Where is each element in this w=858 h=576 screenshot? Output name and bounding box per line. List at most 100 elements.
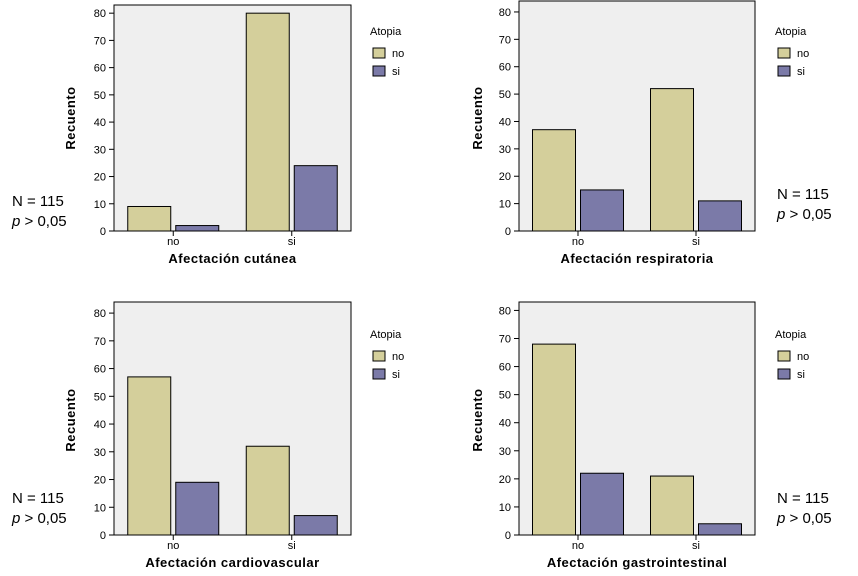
bar-si-no: [650, 475, 694, 536]
bar-si-si: [293, 165, 338, 232]
p-symbol: p: [776, 510, 785, 527]
legend-label-no: no: [797, 48, 809, 60]
y-tick-label: 80: [94, 308, 106, 320]
y-tick-label: 30: [499, 446, 511, 458]
y-tick-label: 10: [499, 199, 511, 211]
p-symbol: p: [776, 206, 785, 223]
p-value: p > 0,05: [776, 206, 832, 223]
y-tick-label: 60: [499, 62, 511, 74]
y-tick-label: 20: [499, 474, 511, 486]
y-tick-label: 30: [94, 447, 106, 459]
y-tick-label: 0: [505, 530, 511, 542]
x-tick-label: si: [288, 540, 296, 552]
y-tick-label: 70: [499, 34, 511, 46]
x-axis-title: Afectación gastrointestinal: [547, 555, 727, 570]
legend-swatch-si: [777, 65, 791, 77]
bar-no-no: [532, 129, 576, 232]
y-tick-label: 50: [94, 90, 106, 102]
y-tick-label: 0: [100, 226, 106, 238]
y-tick-label: 10: [94, 199, 106, 211]
stat-annotation: N = 115 p > 0,05: [11, 490, 67, 527]
n-count: N = 115: [12, 193, 64, 210]
y-tick-label: 70: [94, 336, 106, 348]
y-tick-label: 30: [499, 144, 511, 156]
y-axis-title: Recuento: [470, 86, 485, 149]
y-tick-label: 50: [94, 391, 106, 403]
p-value: p > 0,05: [11, 510, 67, 527]
y-tick-label: 70: [499, 333, 511, 345]
bar-si-si: [293, 515, 338, 536]
y-tick-label: 20: [499, 171, 511, 183]
n-count: N = 115: [777, 186, 829, 203]
legend-swatch-no: [777, 350, 791, 362]
x-tick-label: no: [167, 540, 179, 552]
chart-panel-1: 0 10 20 30 40 50 60 70 80 no si Afectación cutánea R…: [11, 4, 404, 266]
p-threshold: > 0,05: [785, 206, 831, 223]
stat-annotation: N = 115 p > 0,05: [11, 193, 67, 230]
p-value: p > 0,05: [11, 213, 67, 230]
x-tick-label: no: [572, 236, 584, 248]
legend-label-si: si: [392, 66, 400, 78]
y-tick-label: 0: [100, 530, 106, 542]
bar-no-si: [175, 225, 220, 232]
p-threshold: > 0,05: [785, 510, 831, 527]
p-threshold: > 0,05: [20, 510, 66, 527]
x-tick-label: no: [167, 236, 179, 248]
legend: Atopia no si: [370, 329, 404, 381]
legend: Atopia no si: [775, 26, 809, 78]
y-tick-label: 10: [499, 502, 511, 514]
y-tick-label: 40: [499, 418, 511, 430]
y-tick-label: 60: [94, 364, 106, 376]
bar-si-si: [698, 523, 742, 536]
y-tick-label: 20: [94, 475, 106, 487]
y-tick-label: 80: [94, 8, 106, 20]
y-tick-label: 10: [94, 502, 106, 514]
legend-title: Atopia: [370, 26, 402, 38]
legend-label-si: si: [392, 369, 400, 381]
legend-title: Atopia: [775, 329, 807, 341]
x-tick-label: si: [692, 540, 700, 552]
n-count: N = 115: [777, 490, 829, 507]
chart-panel-3: 0 10 20 30 40 50 60 70 80 no si Afectación cardiova…: [11, 301, 404, 570]
legend-swatch-no: [372, 350, 386, 362]
y-axis-title: Recuento: [63, 388, 78, 451]
legend-label-si: si: [797, 66, 805, 78]
p-symbol: p: [11, 510, 20, 527]
bar-no-no: [127, 205, 172, 232]
bar-si-si: [698, 200, 742, 232]
y-axis-title: Recuento: [470, 388, 485, 451]
y-tick-label: 50: [499, 390, 511, 402]
legend-title: Atopia: [370, 329, 402, 341]
x-axis-title: Afectación respiratoria: [560, 251, 713, 266]
y-tick-label: 80: [499, 7, 511, 19]
stat-annotation: N = 115 p > 0,05: [776, 186, 832, 223]
bar-no-no: [532, 343, 576, 536]
bar-no-si: [175, 481, 220, 536]
y-tick-label: 40: [94, 117, 106, 129]
legend-label-no: no: [797, 351, 809, 363]
legend-swatch-si: [372, 368, 386, 380]
bar-si-no: [650, 88, 694, 232]
bar-no-no: [127, 376, 172, 536]
p-symbol: p: [11, 213, 20, 230]
y-tick-label: 30: [94, 144, 106, 156]
x-axis-title: Afectación cardiovascular: [145, 555, 319, 570]
p-value: p > 0,05: [776, 510, 832, 527]
y-tick-label: 40: [94, 419, 106, 431]
bar-no-si: [580, 472, 624, 536]
y-tick-label: 60: [499, 362, 511, 374]
stat-annotation: N = 115 p > 0,05: [776, 490, 832, 527]
bar-si-no: [245, 445, 290, 536]
legend-swatch-no: [372, 47, 386, 59]
x-tick-label: si: [692, 236, 700, 248]
y-tick-label: 80: [499, 305, 511, 317]
y-tick-label: 70: [94, 35, 106, 47]
bar-no-si: [580, 189, 624, 232]
legend-swatch-si: [372, 65, 386, 77]
legend-title: Atopia: [775, 26, 807, 38]
n-count: N = 115: [12, 490, 64, 507]
legend-label-si: si: [797, 369, 805, 381]
legend-swatch-si: [777, 368, 791, 380]
x-tick-label: si: [288, 236, 296, 248]
